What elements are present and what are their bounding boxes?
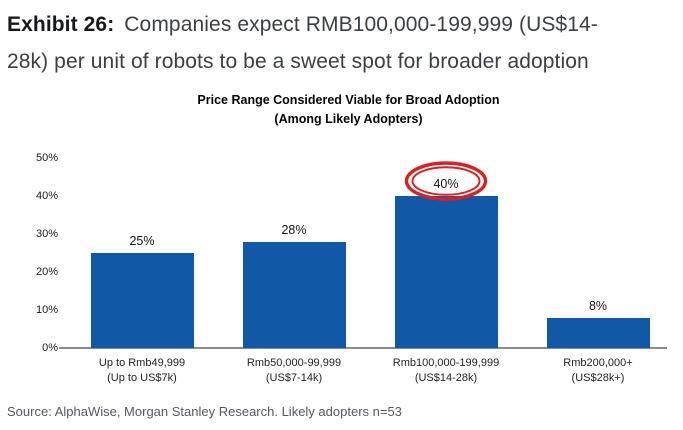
bar <box>90 253 194 348</box>
bar-value-label: 8% <box>588 298 608 313</box>
exhibit-title-line1: Companies expect RMB100,000-199,999 (US$… <box>124 13 598 36</box>
category-label-line2: (Up to US$7k) <box>107 372 177 384</box>
bar-value-label: 40% <box>433 177 459 191</box>
chart-title: Price Range Considered Viable for Broad … <box>197 93 500 107</box>
exhibit-label: Exhibit 26: <box>7 13 115 36</box>
bar-value-label: 28% <box>281 222 307 237</box>
exhibit-title: Exhibit 26: Companies expect RMB100,000-1… <box>7 6 679 80</box>
category-label-line2: (US$14-28k) <box>414 372 478 384</box>
bar <box>242 241 346 348</box>
exhibit-title-line2: 28k) per unit of robots to be a sweet sp… <box>7 50 589 73</box>
category-label-line1: Rmb50,000-99,999 <box>246 357 342 369</box>
x-axis-category-label: Up to Rmb49,999 (Up to US$7k) <box>66 356 218 386</box>
category-label-line1: Rmb100,000-199,999 <box>392 357 500 369</box>
x-axis-line <box>59 347 667 349</box>
category-label-line1: Up to Rmb49,999 <box>98 357 186 369</box>
y-axis-tick-label: 0% <box>42 342 58 354</box>
x-axis-category-label: Rmb200,000+ (US$28k+) <box>522 356 674 386</box>
chart-title-block: Price Range Considered Viable for Broad … <box>30 91 667 129</box>
bar <box>394 196 498 348</box>
y-axis-tick-label: 30% <box>35 228 58 240</box>
highlight-circle-annotation <box>404 161 488 201</box>
y-axis-tick-label: 20% <box>35 266 58 278</box>
category-label-line1: Rmb200,000+ <box>563 357 633 369</box>
bar-value-label: 25% <box>129 234 155 248</box>
x-axis-category-label: Rmb50,000-99,999 (US$7-14k) <box>218 356 370 386</box>
y-axis-tick-label: 40% <box>35 190 58 202</box>
category-label-line2: (US$7-14k) <box>265 372 323 384</box>
source-note: Source: AlphaWise, Morgan Stanley Resear… <box>7 404 402 419</box>
y-axis-tick-label: 50% <box>35 152 58 164</box>
x-axis-category-label: Rmb100,000-199,999 (US$14-28k) <box>370 356 522 386</box>
bar <box>546 317 650 348</box>
y-axis-tick-label: 10% <box>35 304 58 316</box>
chart-subtitle: (Among Likely Adopters) <box>274 112 423 126</box>
category-label-line2: (US$28k+) <box>571 372 625 384</box>
